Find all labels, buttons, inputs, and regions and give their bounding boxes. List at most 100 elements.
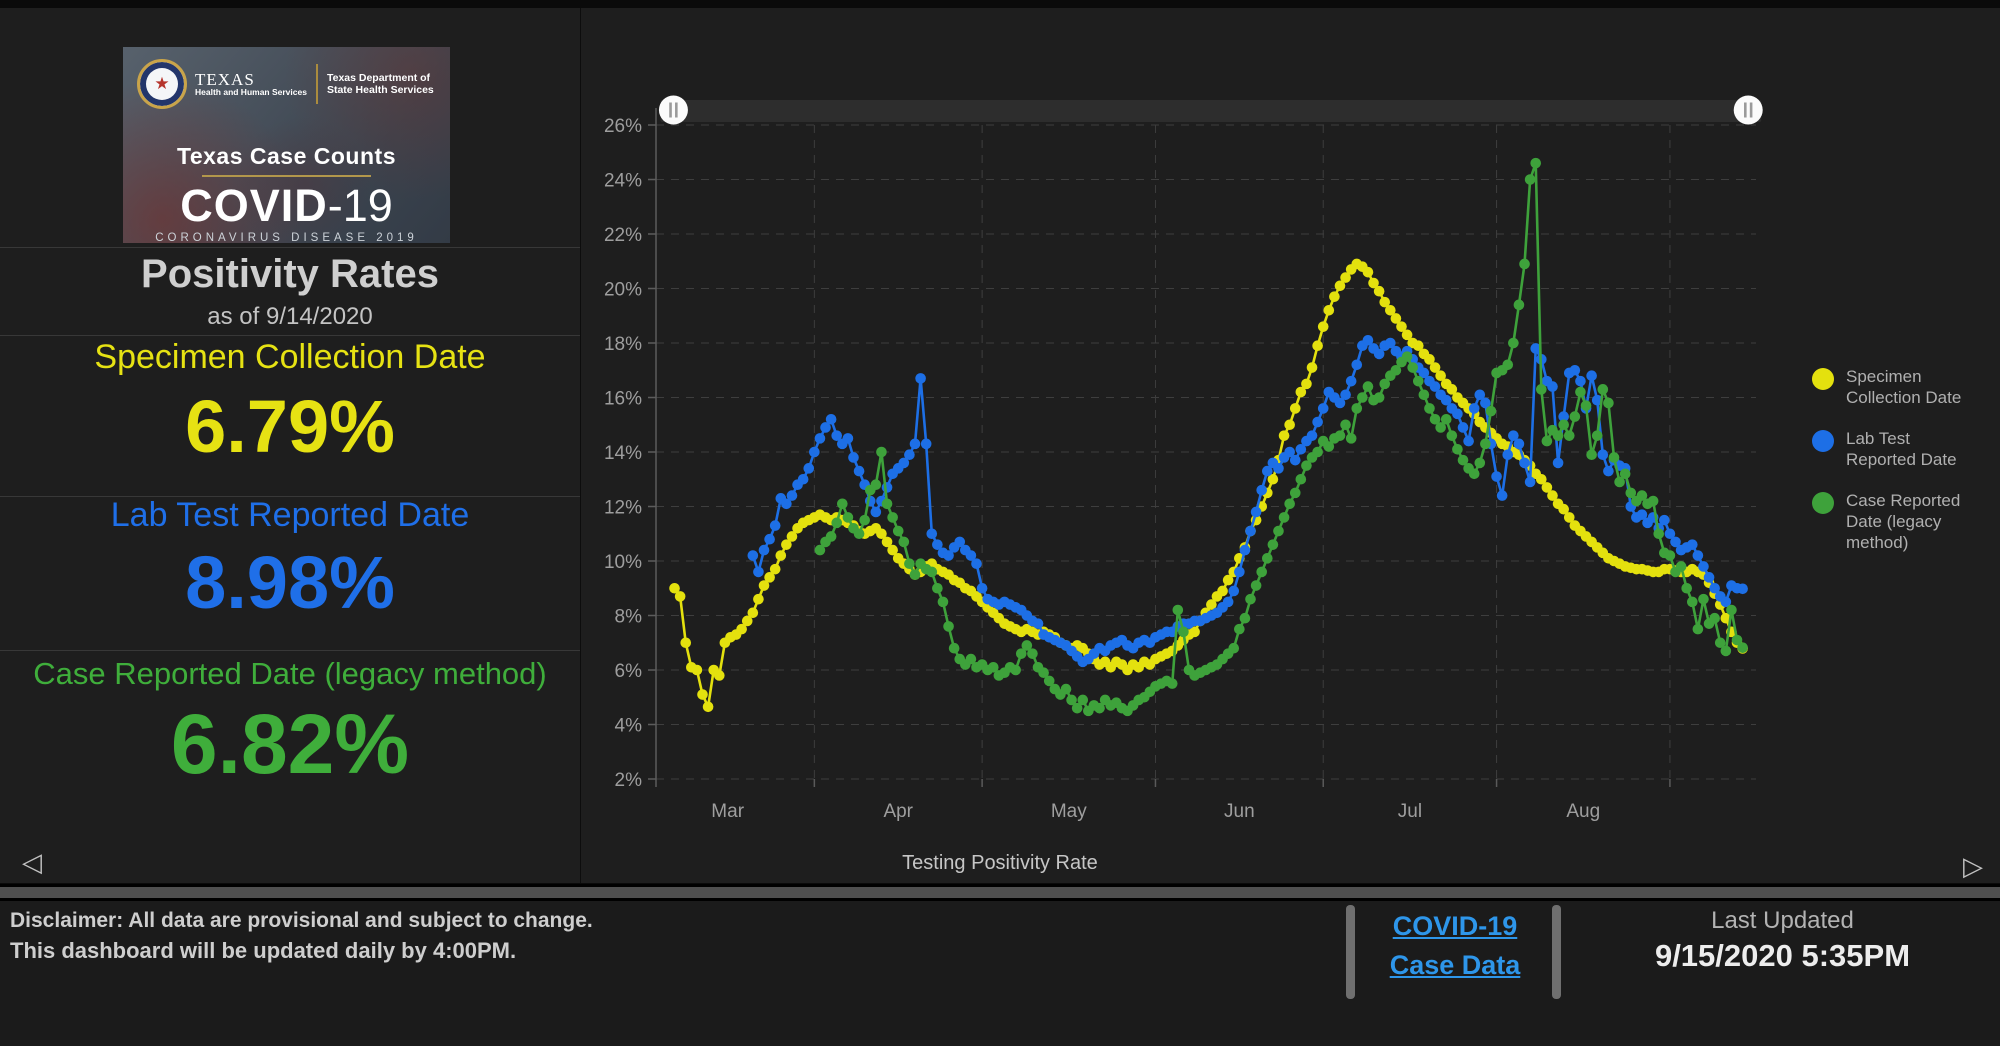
data-point[interactable] [753, 566, 764, 578]
data-point[interactable] [741, 615, 753, 627]
data-point[interactable] [1301, 378, 1312, 390]
data-point[interactable] [926, 528, 938, 540]
data-point[interactable] [1306, 362, 1318, 373]
data-point[interactable] [1435, 422, 1446, 433]
data-point[interactable] [1412, 340, 1424, 352]
data-point[interactable] [1502, 449, 1514, 461]
data-point[interactable] [1362, 266, 1374, 278]
data-point[interactable] [1468, 468, 1480, 480]
data-point[interactable] [1407, 362, 1418, 373]
data-point[interactable] [887, 512, 898, 523]
data-point[interactable] [1245, 525, 1256, 537]
data-point[interactable] [1670, 536, 1681, 548]
data-point[interactable] [1418, 367, 1430, 379]
data-point[interactable] [892, 525, 904, 537]
data-point[interactable] [1558, 411, 1569, 422]
data-point[interactable] [1245, 593, 1256, 605]
data-point[interactable] [1222, 596, 1234, 608]
data-point[interactable] [769, 520, 781, 531]
data-point[interactable] [1424, 354, 1435, 365]
data-point[interactable] [680, 637, 692, 649]
data-point[interactable] [987, 661, 999, 673]
data-point[interactable] [848, 452, 859, 463]
data-point[interactable] [1440, 394, 1452, 406]
data-point[interactable] [1508, 430, 1519, 441]
data-point[interactable] [764, 572, 775, 583]
data-point[interactable] [1390, 313, 1402, 324]
data-point[interactable] [1686, 539, 1698, 550]
data-point[interactable] [1189, 626, 1200, 638]
data-point[interactable] [1502, 359, 1514, 371]
data-point[interactable] [853, 465, 865, 477]
data-point[interactable] [1530, 157, 1542, 169]
data-point[interactable] [1614, 476, 1625, 488]
data-point[interactable] [1664, 528, 1676, 540]
data-point[interactable] [1312, 446, 1323, 458]
data-point[interactable] [1480, 438, 1491, 450]
data-point[interactable] [881, 536, 893, 548]
data-point[interactable] [1452, 443, 1463, 455]
data-point[interactable] [1446, 430, 1458, 441]
data-point[interactable] [1021, 640, 1033, 651]
data-point[interactable] [1720, 645, 1732, 657]
data-point[interactable] [1368, 277, 1379, 289]
data-point[interactable] [1284, 419, 1295, 431]
data-point[interactable] [1273, 463, 1284, 474]
data-point[interactable] [758, 544, 770, 556]
data-point[interactable] [1692, 550, 1704, 561]
data-point[interactable] [1385, 337, 1396, 349]
data-point[interactable] [1289, 454, 1301, 466]
data-point[interactable] [1737, 642, 1748, 653]
data-point[interactable] [1636, 490, 1648, 501]
data-point[interactable] [1094, 702, 1105, 714]
data-point[interactable] [1284, 498, 1295, 510]
data-point[interactable] [1524, 476, 1536, 488]
data-point[interactable] [1027, 648, 1038, 659]
data-point[interactable] [1256, 566, 1268, 578]
data-point[interactable] [1524, 174, 1536, 185]
data-point[interactable] [1217, 585, 1228, 597]
data-point[interactable] [1206, 599, 1217, 610]
data-point[interactable] [932, 582, 943, 594]
data-point[interactable] [1513, 438, 1525, 450]
data-point[interactable] [1239, 612, 1251, 624]
data-point[interactable] [1452, 408, 1463, 420]
data-point[interactable] [853, 528, 865, 540]
data-point[interactable] [769, 563, 781, 575]
data-point[interactable] [1317, 403, 1329, 414]
data-point[interactable] [1608, 452, 1620, 463]
data-point[interactable] [937, 596, 949, 608]
data-point[interactable] [1463, 435, 1474, 447]
data-point[interactable] [753, 593, 764, 605]
data-point[interactable] [781, 539, 792, 550]
data-point[interactable] [831, 517, 843, 529]
data-point[interactable] [1714, 637, 1726, 649]
slider-track[interactable] [660, 100, 1762, 122]
data-point[interactable] [1357, 392, 1368, 403]
data-point[interactable] [1664, 550, 1676, 561]
data-point[interactable] [1010, 664, 1021, 676]
data-point[interactable] [1552, 457, 1564, 469]
data-point[interactable] [1653, 528, 1665, 540]
data-point[interactable] [820, 422, 831, 433]
data-point[interactable] [1295, 386, 1307, 398]
data-point[interactable] [1043, 675, 1055, 687]
data-point[interactable] [1519, 457, 1530, 469]
data-point[interactable] [697, 689, 708, 700]
data-point[interactable] [1172, 604, 1184, 616]
data-point[interactable] [1250, 506, 1262, 518]
data-point[interactable] [1726, 604, 1737, 616]
data-point[interactable] [1603, 465, 1614, 477]
data-point[interactable] [1547, 381, 1558, 392]
data-point[interactable] [1166, 678, 1178, 689]
data-point[interactable] [1681, 582, 1693, 594]
data-point[interactable] [1480, 397, 1491, 409]
data-point[interactable] [1536, 384, 1547, 395]
data-point[interactable] [859, 514, 870, 526]
data-point[interactable] [781, 498, 792, 510]
data-point[interactable] [881, 482, 893, 493]
data-point[interactable] [1267, 539, 1279, 550]
data-point[interactable] [1429, 381, 1441, 392]
data-point[interactable] [831, 430, 843, 441]
data-point[interactable] [1345, 433, 1357, 444]
